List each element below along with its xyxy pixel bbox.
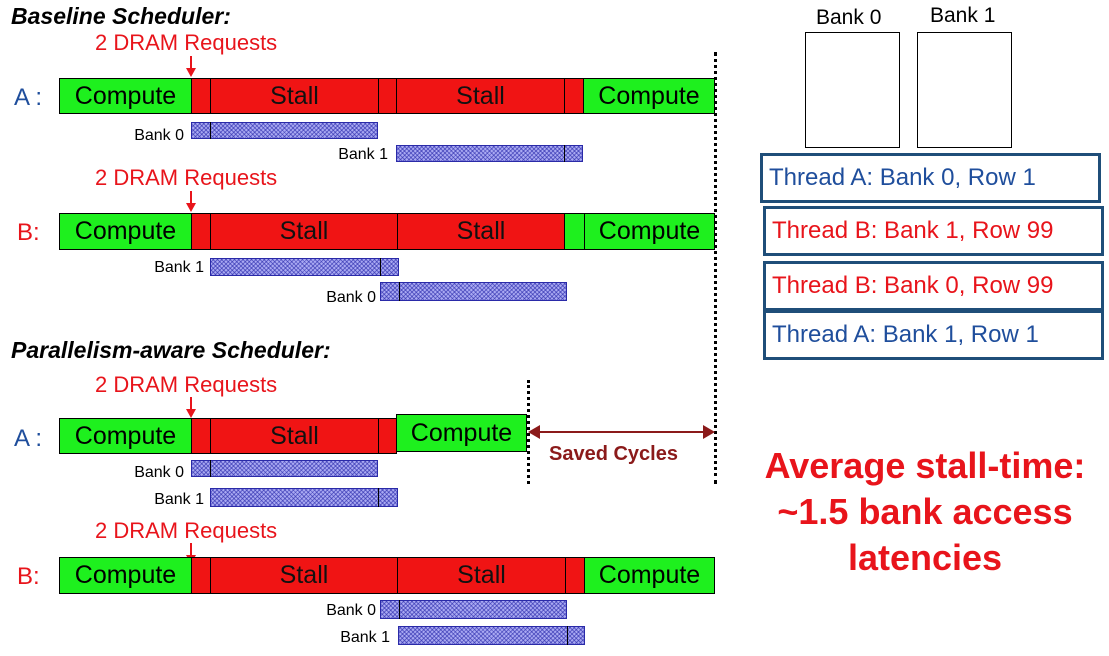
compute-segment: Compute xyxy=(59,213,192,250)
request-arrow xyxy=(190,56,192,68)
stall-segment: Stall xyxy=(210,418,379,454)
stall-segment xyxy=(378,78,397,114)
request-arrow xyxy=(190,543,192,555)
stall-segment xyxy=(191,213,211,250)
bank1-box xyxy=(917,32,1012,148)
bar-divider xyxy=(380,258,381,276)
stall-segment: Stall xyxy=(396,78,565,114)
thread-b-label: B: xyxy=(17,563,40,590)
bar-divider xyxy=(564,145,565,162)
bank1-label: Bank 1 xyxy=(338,146,388,163)
stall-segment xyxy=(378,418,397,454)
bank0-label: Bank 0 xyxy=(134,127,184,144)
stall-segment xyxy=(565,557,585,594)
queue-entry: Thread A: Bank 0, Row 1 xyxy=(760,153,1101,203)
compute-segment: Compute xyxy=(584,557,715,594)
request-label: 2 DRAM Requests xyxy=(95,165,278,190)
queue-entry: Thread B: Bank 1, Row 99 xyxy=(763,206,1104,256)
summary-line-3: latencies xyxy=(847,537,1003,578)
queue-entry: Thread B: Bank 0, Row 99 xyxy=(763,261,1104,311)
bank0-header: Bank 0 xyxy=(816,6,882,29)
bank-access-bar xyxy=(210,258,399,276)
stall-segment: Stall xyxy=(210,557,398,594)
request-arrow xyxy=(190,191,192,203)
bank-access-bar xyxy=(210,488,398,507)
request-arrowhead xyxy=(186,68,196,77)
stall-segment xyxy=(191,557,211,594)
bar-divider xyxy=(210,122,211,139)
baseline-title: Baseline Scheduler: xyxy=(11,3,231,29)
bank-access-bar xyxy=(398,626,585,645)
bank-access-bar xyxy=(191,122,378,139)
request-label: 2 DRAM Requests xyxy=(95,518,278,543)
bank1-header: Bank 1 xyxy=(930,4,996,27)
bar-divider xyxy=(378,488,379,507)
compute-segment: Compute xyxy=(59,418,192,454)
bank-access-bar xyxy=(380,600,567,619)
stall-segment: Stall xyxy=(210,78,379,114)
request-label: 2 DRAM Requests xyxy=(95,30,278,55)
saved-cycles-label: Saved Cycles xyxy=(549,443,678,465)
stall-segment: Stall xyxy=(210,213,398,250)
parallel-title: Parallelism-aware Scheduler: xyxy=(11,337,331,363)
compute-segment: Compute xyxy=(583,78,715,114)
saved-cycles-arrow xyxy=(530,431,713,433)
bar-divider xyxy=(567,626,568,645)
bank0-box xyxy=(805,32,900,148)
summary-line-1: Average stall-time: xyxy=(764,445,1086,486)
stall-segment xyxy=(191,418,211,454)
bank-access-bar xyxy=(396,145,583,162)
baseline-end-line xyxy=(714,52,717,484)
request-label: 2 DRAM Requests xyxy=(95,372,278,397)
bank1-label: Bank 1 xyxy=(154,491,204,508)
thread-a-label: A : xyxy=(14,84,43,111)
bank0-label: Bank 0 xyxy=(326,602,376,619)
bank-access-bar xyxy=(191,460,378,477)
thread-a-label: A : xyxy=(14,425,43,452)
bank1-label: Bank 1 xyxy=(154,259,204,276)
compute-segment: Compute xyxy=(59,557,192,594)
compute-segment: Compute xyxy=(584,213,715,250)
saved-arrowhead-left xyxy=(528,425,540,439)
bank-access-bar xyxy=(380,282,567,301)
bar-divider xyxy=(210,460,211,477)
compute-segment: Compute xyxy=(59,78,192,114)
thread-b-label: B: xyxy=(17,219,40,246)
queue-entry: Thread A: Bank 1, Row 1 xyxy=(763,310,1104,360)
summary-line-2: ~1.5 bank access xyxy=(777,491,1073,532)
stall-segment xyxy=(191,78,211,114)
compute-segment xyxy=(564,213,585,250)
bank0-label: Bank 0 xyxy=(326,289,376,306)
request-arrow xyxy=(190,397,192,409)
request-arrowhead xyxy=(186,203,196,212)
request-arrowhead xyxy=(186,409,196,418)
compute-segment: Compute xyxy=(396,414,527,452)
saved-arrowhead-right xyxy=(703,425,715,439)
bank1-label: Bank 1 xyxy=(340,629,390,646)
bar-divider xyxy=(399,282,400,301)
bar-divider xyxy=(399,600,400,619)
bank0-label: Bank 0 xyxy=(134,464,184,481)
stall-segment xyxy=(564,78,584,114)
stall-segment: Stall xyxy=(397,557,566,594)
stall-segment: Stall xyxy=(397,213,565,250)
